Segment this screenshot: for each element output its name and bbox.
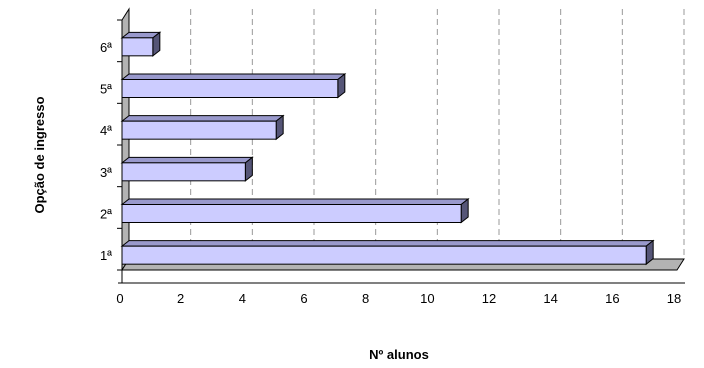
y-tick-label: 3ª xyxy=(100,165,112,180)
bar-front xyxy=(121,162,246,182)
x-tick-label: 12 xyxy=(482,291,496,306)
bar-front xyxy=(121,79,339,98)
tick-labels: 1ª 2ª 3ª 4ª 5ª 6ª 0 2 4 6 8 10 12 14 16 18 xyxy=(100,40,681,306)
bar xyxy=(120,72,347,99)
x-tick-label: 6 xyxy=(300,291,307,306)
x-tick-label: 2 xyxy=(177,291,184,306)
x-tick-label: 10 xyxy=(420,291,434,306)
bars xyxy=(120,31,655,266)
x-tick-label: 4 xyxy=(239,291,246,306)
x-tick-label: 18 xyxy=(667,291,681,306)
bar-top xyxy=(120,115,285,122)
bar xyxy=(120,197,470,224)
x-tick-label: 0 xyxy=(116,291,123,306)
y-tick-label: 5ª xyxy=(100,82,112,97)
bar-front xyxy=(121,37,154,57)
bar xyxy=(120,239,655,266)
bar-front xyxy=(121,120,277,140)
bar-top xyxy=(120,156,254,164)
y-tick-label: 2ª xyxy=(100,207,112,222)
y-tick-label: 4ª xyxy=(100,123,112,138)
bar-front xyxy=(121,204,462,223)
bar-top xyxy=(120,240,655,247)
bar xyxy=(120,156,254,182)
x-tick-label: 16 xyxy=(605,291,619,306)
y-axis-title: Opção de ingresso xyxy=(32,96,47,213)
bar xyxy=(120,114,285,141)
x-tick-label: 8 xyxy=(362,291,369,306)
x-axis-title: Nº alunos xyxy=(369,347,429,362)
y-tick-label: 1ª xyxy=(100,248,112,263)
bar-front xyxy=(121,245,647,265)
axes xyxy=(117,19,685,284)
bar-top xyxy=(120,198,470,205)
bar-top xyxy=(120,73,347,80)
bar xyxy=(120,31,162,57)
y-tick-label: 6ª xyxy=(100,40,112,55)
x-tick-label: 14 xyxy=(543,291,557,306)
